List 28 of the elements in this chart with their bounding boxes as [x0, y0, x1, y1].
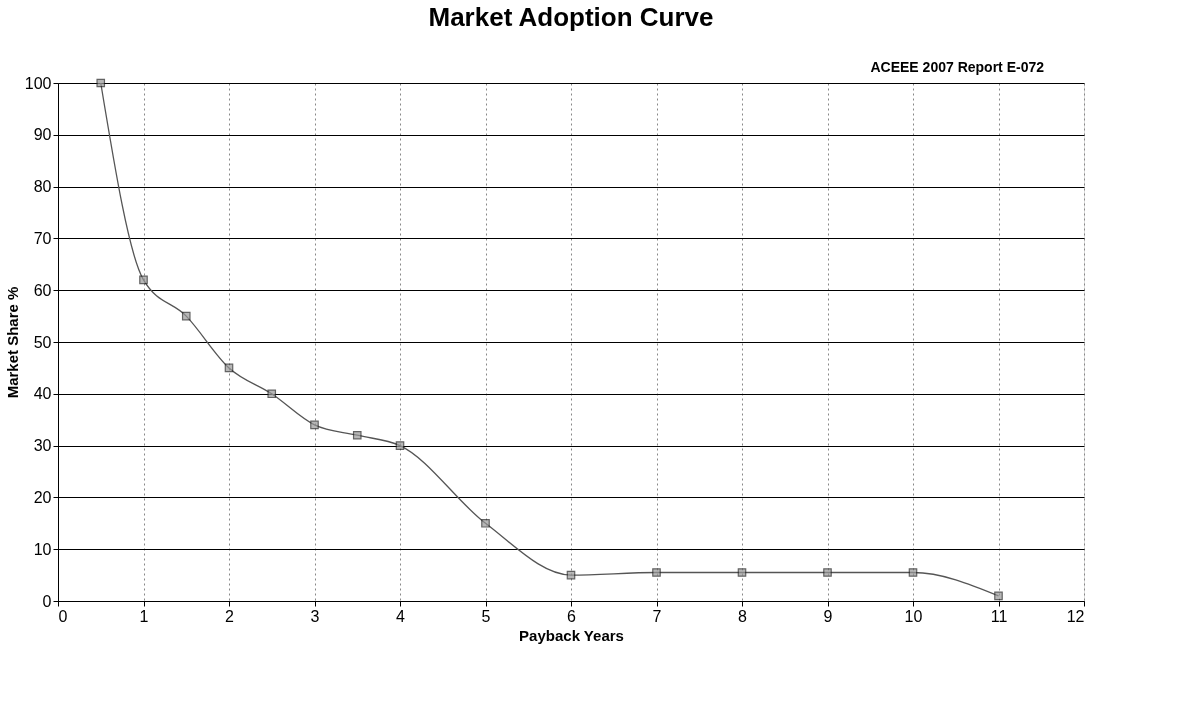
x-tick-label: 7 — [652, 607, 662, 625]
y-tick-label: 10 — [33, 540, 52, 558]
x-tick-label: 6 — [567, 607, 577, 625]
chart-title: Market Adoption Curve — [428, 2, 714, 32]
y-tick-label: 20 — [33, 488, 52, 506]
y-tick-label: 70 — [33, 229, 52, 247]
x-axis-title: Payback Years — [519, 626, 624, 644]
y-tick-label: 30 — [33, 437, 52, 455]
x-tick-label: 9 — [823, 607, 833, 625]
y-axis-title: Market Share % — [3, 286, 21, 399]
y-tick-label: 60 — [33, 281, 52, 299]
y-tick-label: 0 — [42, 592, 52, 610]
x-tick-label: 10 — [904, 607, 923, 625]
x-tick-label: 5 — [481, 607, 491, 625]
y-tick-label: 80 — [33, 178, 52, 196]
x-tick-label: 3 — [310, 607, 320, 625]
y-tick-label: 90 — [33, 126, 52, 144]
y-tick-label: 50 — [33, 333, 52, 351]
x-tick-label: 1 — [139, 607, 149, 625]
x-tick-label: 0 — [58, 607, 68, 625]
y-tick-label: 100 — [24, 74, 52, 92]
x-tick-label: 11 — [990, 607, 1008, 625]
y-tick-label: 40 — [33, 385, 52, 403]
x-tick-label: 8 — [738, 607, 748, 625]
x-tick-label: 4 — [396, 607, 406, 625]
text: ACEEE 2007 Report E-072 — [870, 59, 1045, 75]
x-tick-label: 2 — [225, 607, 235, 625]
x-tick-label: 12 — [1066, 607, 1085, 625]
